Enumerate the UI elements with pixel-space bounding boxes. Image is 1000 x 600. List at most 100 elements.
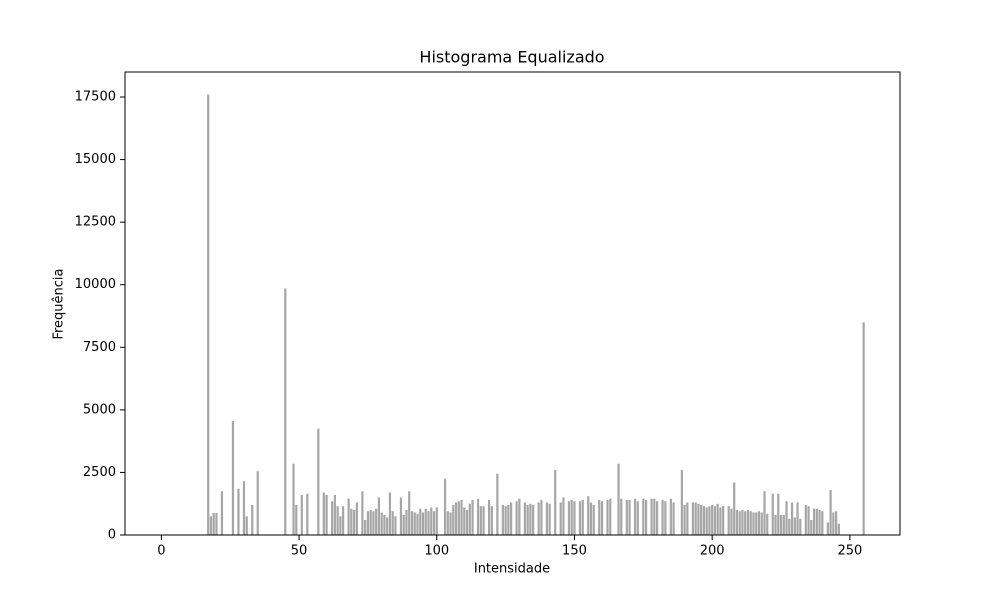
bar [465, 509, 469, 535]
bar [284, 288, 287, 535]
bar [589, 502, 593, 535]
bar [377, 497, 381, 535]
bar [537, 502, 540, 535]
bar [295, 504, 298, 535]
bar [570, 499, 573, 535]
bar [620, 498, 623, 535]
bar [372, 511, 375, 535]
y-tick-label: 15000 [75, 152, 116, 167]
bar [644, 499, 648, 535]
bar [468, 503, 471, 535]
bar [430, 507, 433, 535]
y-tick-label: 10000 [75, 277, 116, 292]
bar [587, 496, 590, 535]
bar [504, 506, 507, 535]
bar [333, 494, 336, 535]
bar [636, 501, 639, 535]
bar [410, 511, 414, 535]
bar [774, 514, 777, 535]
y-tick-label: 12500 [75, 215, 116, 230]
bar [460, 499, 463, 535]
x-tick-label: 50 [291, 544, 308, 559]
bar [744, 511, 747, 535]
bar [432, 511, 436, 535]
bar [322, 492, 325, 535]
bar [562, 497, 565, 535]
bar [487, 499, 491, 535]
bar [245, 516, 248, 535]
bar [529, 503, 532, 535]
bar [523, 502, 526, 535]
bar [763, 491, 766, 535]
bar [366, 511, 370, 535]
bar [738, 511, 741, 535]
bar [837, 523, 840, 535]
bar [664, 501, 667, 535]
bar [669, 498, 672, 535]
x-tick-label: 200 [700, 544, 725, 559]
bar [735, 509, 739, 535]
bar [711, 504, 714, 535]
bar [317, 428, 320, 535]
bar [463, 507, 466, 535]
bar [804, 504, 807, 535]
bar [633, 498, 637, 535]
bar [220, 491, 224, 535]
bar [292, 463, 295, 535]
bar [691, 502, 694, 535]
bar [419, 508, 422, 535]
y-tick-label: 5000 [83, 402, 116, 417]
bar [771, 493, 774, 535]
bar [832, 512, 835, 535]
plot-frame [124, 71, 901, 536]
bar [416, 513, 419, 535]
bar [482, 506, 485, 535]
bar [383, 514, 386, 535]
bar [347, 498, 350, 535]
bar [625, 499, 628, 535]
bar [408, 491, 411, 535]
bar [251, 504, 254, 535]
bar [479, 506, 482, 535]
bar [730, 508, 733, 535]
bar [592, 504, 595, 535]
bar [443, 478, 447, 535]
bar [567, 501, 571, 535]
bar [449, 512, 452, 535]
bar [452, 504, 455, 535]
bar [757, 511, 761, 535]
bar [609, 498, 612, 535]
bar [815, 508, 818, 535]
y-axis-label: Frequência [52, 268, 67, 339]
bar [606, 499, 609, 535]
bar [702, 506, 706, 535]
bar [446, 511, 449, 535]
bar [598, 499, 601, 535]
bar [548, 503, 551, 535]
bar [700, 504, 703, 535]
bar [526, 504, 529, 535]
bar [454, 502, 458, 535]
bar [829, 489, 832, 535]
bar [812, 508, 816, 535]
bar [424, 508, 427, 535]
bar [242, 481, 246, 535]
bar [231, 421, 235, 535]
bar [799, 518, 802, 535]
bar [435, 507, 438, 535]
bar [722, 506, 725, 535]
bar [733, 482, 736, 535]
bar [518, 498, 521, 535]
bar [515, 501, 518, 535]
bar [237, 488, 240, 535]
bar [683, 504, 686, 535]
bar [793, 517, 796, 535]
bar [713, 506, 717, 535]
bar [785, 501, 788, 535]
x-tick-label: 100 [424, 544, 449, 559]
bar [496, 473, 499, 535]
bar [369, 509, 372, 535]
bar [705, 507, 708, 535]
